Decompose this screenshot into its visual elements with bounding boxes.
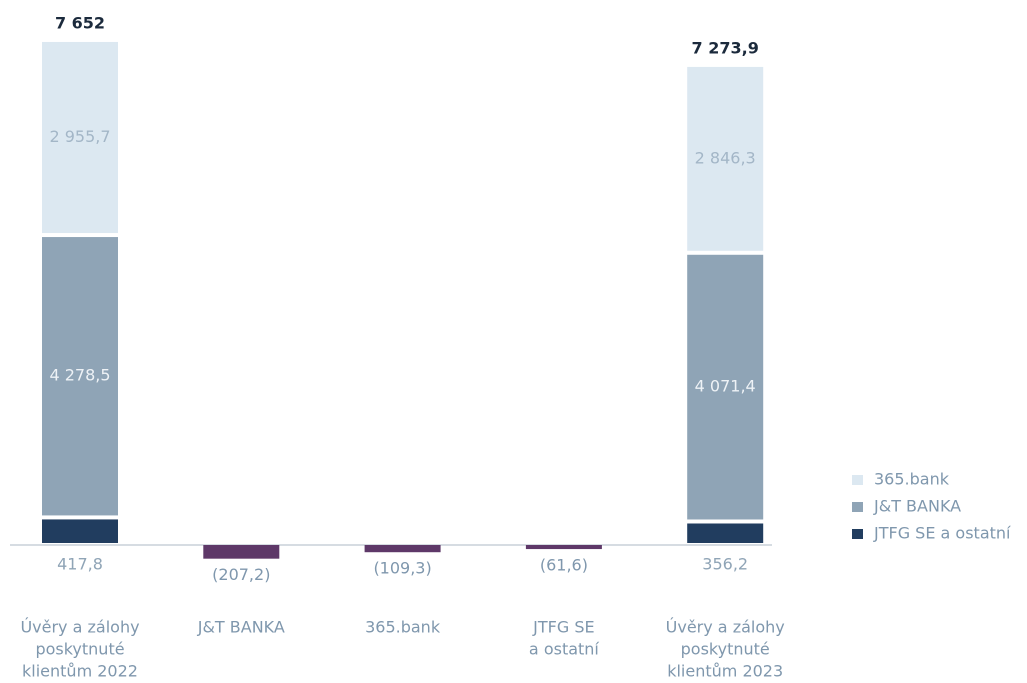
x-tick-label: 365.bank: [365, 618, 441, 637]
bar-segment: [687, 66, 764, 251]
value-label: 2 846,3: [695, 148, 756, 167]
bar-segment: [687, 523, 764, 543]
x-tick-label: Úvěry a zálohy: [20, 618, 139, 637]
value-label: 356,2: [702, 555, 748, 574]
change-label: (61,6): [540, 556, 588, 575]
legend-swatch: [852, 475, 863, 485]
value-label: 2 955,7: [49, 127, 110, 146]
change-bar: [203, 545, 280, 559]
change-bar: [364, 545, 441, 553]
x-tick-label: poskytnuté: [35, 640, 124, 659]
legend-label: 365.bank: [874, 470, 950, 489]
legend-label: J&T BANKA: [873, 497, 961, 516]
x-tick-label: Úvěry a zálohy: [666, 618, 785, 637]
x-tick-label: a ostatní: [529, 640, 600, 659]
value-label: 4 278,5: [49, 366, 110, 385]
total-label: 7 652: [55, 13, 105, 32]
x-tick-label: J&T BANKA: [197, 618, 285, 637]
change-bar: [525, 545, 602, 550]
bar-segment: [42, 237, 118, 516]
x-tick-label: poskytnuté: [681, 640, 770, 659]
value-label: 4 071,4: [695, 377, 756, 396]
x-tick-label: klientům 2022: [22, 662, 138, 680]
change-label: (207,2): [212, 565, 270, 584]
change-label: (109,3): [373, 559, 431, 578]
legend-swatch: [852, 529, 863, 539]
bar-segment: [42, 41, 118, 234]
bar-segment: [42, 519, 118, 543]
bar-segment: [687, 254, 764, 520]
legend-swatch: [852, 502, 863, 512]
x-tick-label: klientům 2023: [667, 662, 783, 680]
value-label: 417,8: [57, 555, 103, 574]
total-label: 7 273,9: [692, 38, 759, 57]
legend-label: JTFG SE a ostatní: [873, 524, 1011, 543]
x-tick-label: JTFG SE: [532, 618, 594, 637]
